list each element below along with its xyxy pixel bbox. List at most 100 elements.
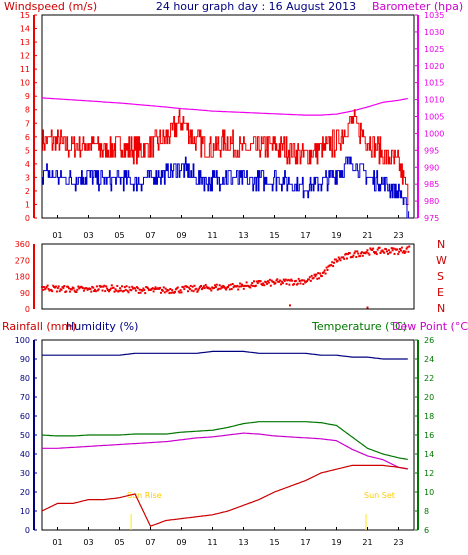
direction-point	[147, 287, 149, 290]
direction-point	[351, 256, 354, 259]
direction-point	[159, 286, 162, 289]
wind-x-tick-label: 13	[238, 231, 248, 240]
direction-point	[110, 284, 113, 287]
direction-point	[201, 288, 203, 291]
direction-point	[236, 284, 239, 287]
direction-point	[113, 290, 116, 293]
temperature-tick-label: 26	[424, 336, 434, 345]
direction-point	[404, 250, 407, 253]
direction-point	[374, 251, 377, 254]
wind-x-tick-label: 01	[52, 231, 62, 240]
direction-point	[165, 290, 168, 293]
direction-point	[94, 290, 97, 293]
wind-x-tick-label: 19	[331, 231, 341, 240]
direction-point	[250, 284, 253, 287]
direction-point	[245, 281, 248, 284]
direction-point	[73, 289, 76, 292]
direction-point	[224, 287, 227, 290]
climate-x-tick-label: 23	[393, 538, 403, 547]
wind-x-tick-label: 21	[362, 231, 372, 240]
direction-point	[90, 290, 93, 293]
climate-x-tick-label: 11	[207, 538, 217, 547]
direction-point	[392, 247, 395, 250]
direction-point	[280, 280, 283, 283]
direction-point	[50, 288, 53, 291]
direction-point	[280, 283, 282, 286]
direction-label-w: W	[436, 254, 447, 267]
direction-point	[104, 290, 107, 293]
direction-point	[187, 290, 189, 293]
direction-point	[282, 278, 285, 281]
windspeed-tick-label: 8	[25, 106, 30, 115]
direction-point	[134, 289, 137, 292]
direction-tick-label: 0	[25, 305, 30, 314]
direction-point	[92, 286, 95, 289]
direction-point	[400, 246, 403, 249]
direction-point	[381, 249, 384, 252]
direction-point	[209, 287, 212, 290]
direction-point	[369, 247, 372, 250]
direction-point	[266, 282, 269, 285]
direction-point	[201, 286, 204, 289]
humidity-tick-label: 30	[20, 469, 30, 478]
direction-point	[153, 288, 156, 290]
windspeed-tick-label: 10	[20, 79, 30, 88]
climate-x-tick-label: 03	[83, 538, 93, 547]
direction-point	[313, 273, 316, 276]
direction-point	[190, 289, 193, 292]
direction-point	[297, 277, 300, 280]
barometer-tick-label: 980	[424, 197, 439, 206]
direction-point	[366, 249, 369, 252]
barometer-tick-label: 1025	[424, 45, 444, 54]
direction-point	[213, 287, 216, 289]
direction-point	[276, 278, 279, 281]
direction-point	[227, 286, 229, 288]
direction-point	[385, 248, 388, 251]
direction-point	[375, 253, 378, 256]
windspeed-tick-label: 6	[25, 133, 30, 142]
direction-point	[70, 288, 73, 291]
direction-point	[164, 287, 167, 290]
barometer-tick-label: 985	[424, 180, 439, 189]
direction-point	[389, 251, 392, 254]
direction-point	[275, 279, 278, 282]
windspeed-tick-label: 11	[20, 65, 30, 74]
direction-point	[41, 288, 44, 291]
direction-point	[343, 257, 346, 260]
direction-point	[77, 285, 80, 288]
direction-point	[196, 290, 199, 293]
rainfall-axis-title: Rainfall (mm)	[2, 320, 76, 333]
direction-point	[55, 290, 58, 293]
direction-point	[176, 286, 179, 289]
direction-point	[241, 284, 244, 287]
humidity-tick-label: 100	[15, 336, 30, 345]
direction-point	[137, 291, 140, 294]
direction-point	[323, 269, 326, 272]
barometer-tick-label: 1035	[424, 11, 444, 20]
windspeed-tick-label: 12	[20, 52, 30, 61]
direction-point	[360, 252, 362, 255]
direction-point	[339, 259, 342, 262]
temperature-series-line	[41, 421, 408, 460]
climate-x-tick-label: 05	[114, 538, 124, 547]
direction-point	[100, 285, 103, 288]
direction-point	[302, 283, 305, 286]
sun-set-label: Sun Set	[364, 491, 395, 500]
direction-point	[182, 286, 185, 289]
barometer-tick-label: 1005	[424, 113, 444, 122]
direction-point	[403, 252, 406, 254]
chart-title: 24 hour graph day : 16 August 2013	[156, 0, 356, 13]
direction-point	[52, 284, 55, 287]
direction-point	[252, 284, 255, 287]
direction-point	[218, 284, 221, 287]
windspeed-tick-label: 14	[20, 25, 30, 34]
dewpoint-axis-title: Dew Point (°C)	[392, 320, 468, 333]
direction-point	[136, 287, 139, 290]
direction-point	[115, 289, 118, 292]
direction-point	[42, 286, 45, 288]
direction-point	[387, 252, 389, 255]
humidity-tick-label: 20	[20, 488, 30, 497]
temperature-tick-label: 8	[424, 507, 429, 516]
direction-point	[290, 278, 293, 281]
climate-x-tick-label: 13	[238, 538, 248, 547]
